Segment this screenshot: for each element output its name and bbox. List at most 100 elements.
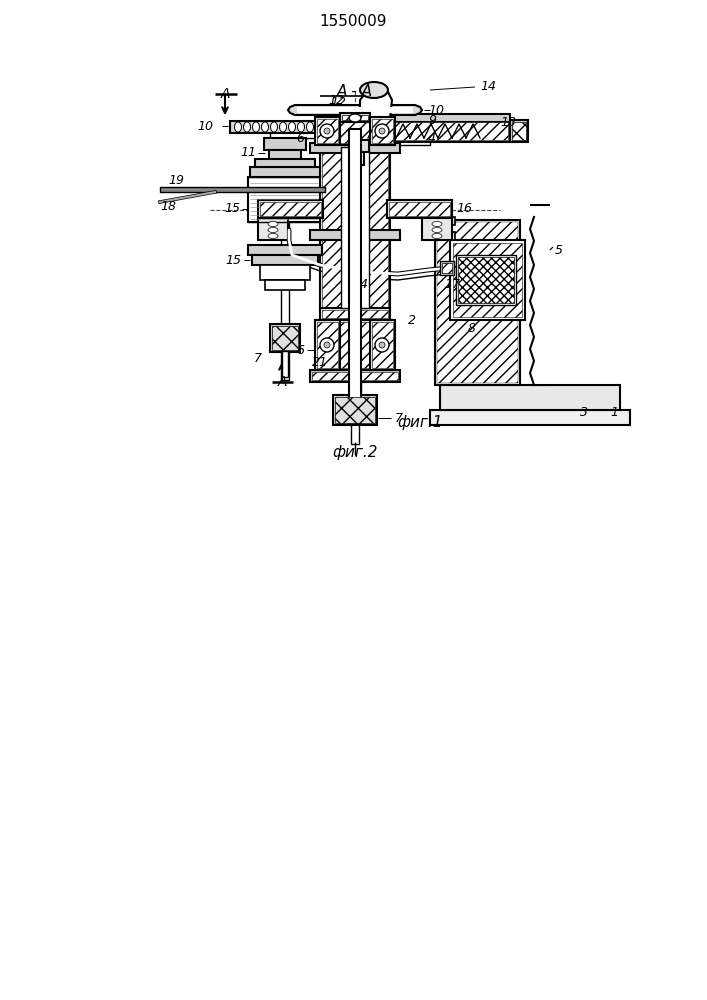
- Text: 1550009: 1550009: [320, 14, 387, 29]
- Ellipse shape: [320, 124, 334, 138]
- Bar: [320, 308, 390, 320]
- Text: 10: 10: [197, 119, 213, 132]
- Bar: [230, 121, 340, 133]
- Bar: [310, 230, 400, 240]
- Bar: [272, 326, 298, 350]
- Bar: [322, 147, 388, 308]
- Bar: [442, 263, 452, 273]
- Bar: [349, 140, 369, 152]
- Text: 15: 15: [224, 202, 240, 216]
- Ellipse shape: [379, 128, 385, 134]
- Bar: [282, 351, 288, 377]
- Bar: [530, 205, 550, 385]
- Bar: [265, 280, 305, 290]
- Bar: [318, 119, 392, 143]
- Bar: [310, 143, 400, 153]
- Text: 12: 12: [330, 96, 346, 108]
- Bar: [510, 120, 528, 142]
- Text: 11: 11: [240, 146, 256, 159]
- Bar: [430, 217, 455, 225]
- Bar: [270, 324, 300, 352]
- Bar: [258, 218, 288, 240]
- Ellipse shape: [375, 338, 389, 352]
- Text: 15: 15: [225, 253, 241, 266]
- Bar: [340, 125, 430, 145]
- Ellipse shape: [268, 233, 278, 238]
- Bar: [264, 138, 306, 150]
- Bar: [315, 117, 340, 145]
- Text: A - A: A - A: [337, 85, 373, 100]
- Text: 5: 5: [555, 243, 563, 256]
- Text: 1: 1: [610, 406, 618, 418]
- Ellipse shape: [432, 222, 442, 227]
- Ellipse shape: [325, 122, 332, 132]
- Ellipse shape: [262, 122, 269, 132]
- Ellipse shape: [379, 342, 385, 348]
- Bar: [512, 122, 526, 140]
- Ellipse shape: [243, 122, 250, 132]
- Ellipse shape: [298, 122, 305, 132]
- Ellipse shape: [432, 233, 442, 238]
- Ellipse shape: [324, 128, 330, 134]
- Ellipse shape: [268, 222, 278, 227]
- Ellipse shape: [375, 124, 389, 138]
- Ellipse shape: [360, 82, 388, 98]
- Bar: [255, 159, 315, 167]
- Bar: [387, 200, 452, 218]
- Bar: [440, 385, 620, 410]
- Text: 3: 3: [580, 406, 588, 418]
- Bar: [260, 202, 321, 216]
- Bar: [270, 132, 390, 138]
- Bar: [316, 320, 394, 370]
- Bar: [435, 220, 520, 385]
- Bar: [335, 397, 375, 423]
- Bar: [453, 243, 522, 317]
- Bar: [317, 322, 338, 368]
- Text: фиг.2: фиг.2: [332, 444, 378, 460]
- Bar: [389, 202, 450, 216]
- Bar: [450, 240, 525, 320]
- Bar: [248, 245, 322, 255]
- Bar: [430, 232, 455, 240]
- Bar: [350, 114, 510, 122]
- Bar: [342, 115, 368, 120]
- Bar: [260, 265, 310, 280]
- Ellipse shape: [288, 122, 296, 132]
- Bar: [351, 424, 359, 444]
- Bar: [354, 130, 364, 165]
- Text: 21: 21: [312, 356, 328, 368]
- Text: 7: 7: [395, 412, 403, 424]
- Ellipse shape: [349, 114, 361, 122]
- Bar: [312, 372, 398, 380]
- Bar: [430, 410, 630, 425]
- Ellipse shape: [320, 338, 334, 352]
- Bar: [349, 129, 361, 424]
- Bar: [248, 177, 320, 222]
- Text: 9: 9: [428, 113, 436, 126]
- Text: 17: 17: [444, 278, 460, 292]
- Ellipse shape: [271, 122, 278, 132]
- Text: 8: 8: [468, 322, 476, 334]
- Polygon shape: [288, 105, 422, 115]
- Bar: [341, 147, 369, 308]
- Bar: [310, 370, 400, 382]
- Ellipse shape: [279, 122, 286, 132]
- Bar: [281, 160, 289, 380]
- Bar: [274, 162, 296, 172]
- Ellipse shape: [268, 228, 278, 232]
- Text: 10: 10: [428, 104, 444, 116]
- Text: 6: 6: [296, 344, 304, 357]
- Ellipse shape: [307, 122, 313, 132]
- Ellipse shape: [252, 122, 259, 132]
- Ellipse shape: [315, 122, 322, 132]
- Bar: [372, 119, 393, 143]
- Bar: [458, 257, 514, 303]
- Ellipse shape: [235, 122, 242, 132]
- Bar: [370, 117, 395, 145]
- Bar: [422, 218, 452, 240]
- Bar: [250, 167, 320, 177]
- Ellipse shape: [432, 228, 442, 232]
- Bar: [372, 322, 393, 368]
- Text: 4: 4: [428, 131, 436, 144]
- Text: A: A: [221, 87, 230, 101]
